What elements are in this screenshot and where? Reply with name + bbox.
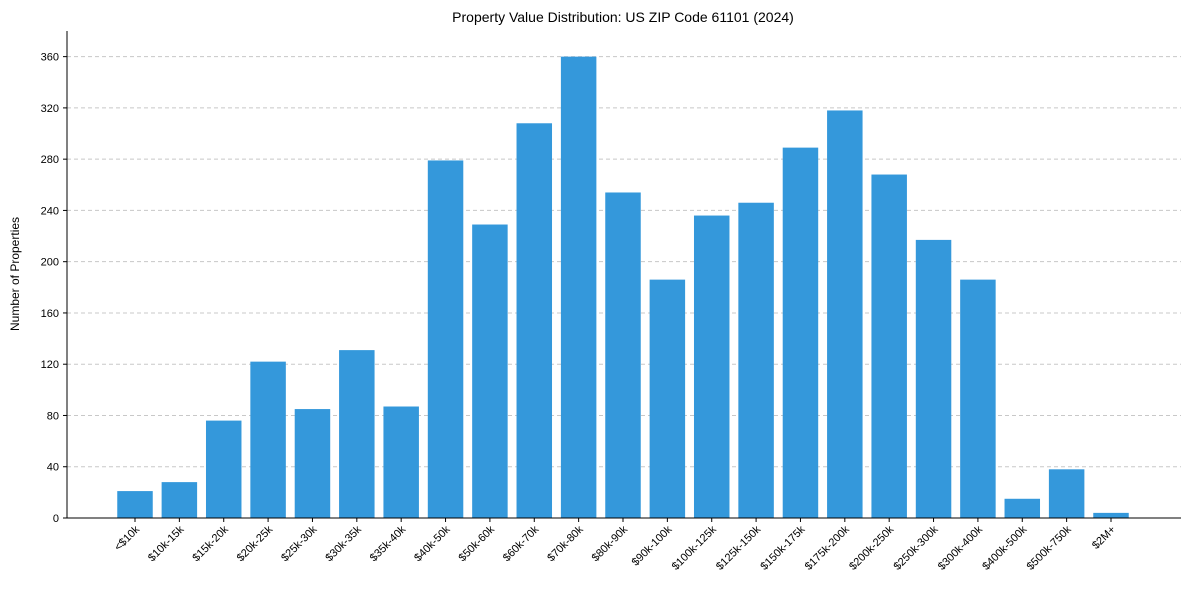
y-tick-label: 0	[53, 513, 59, 525]
y-tick-label: 80	[47, 410, 59, 422]
x-tick-label: $15k-20k	[190, 523, 231, 564]
bar	[649, 279, 686, 518]
x-tick-label: $70k-80k	[545, 523, 586, 564]
x-tick-label: $90k-100k	[630, 523, 675, 568]
bar	[427, 160, 464, 519]
bar	[605, 192, 641, 518]
bar	[294, 409, 331, 518]
bar	[516, 123, 553, 518]
bar	[1093, 512, 1129, 518]
x-tick-label: $60k-70k	[501, 523, 542, 564]
x-tick-label: $150k-175k	[758, 523, 807, 572]
x-tick-label: $10k-15k	[146, 523, 187, 564]
x-tick-label: $175k-200k	[803, 523, 852, 572]
x-tick-label: $300k-400k	[936, 523, 985, 572]
bar	[871, 174, 907, 518]
bar	[339, 350, 375, 518]
y-tick-label: 360	[41, 52, 59, 64]
x-tick-label: $25k-30k	[279, 523, 320, 564]
bar	[383, 406, 419, 518]
bar	[960, 279, 996, 518]
x-tick-label: <$10k	[112, 523, 142, 553]
bar	[205, 420, 242, 518]
x-tick-label: $200k-250k	[847, 523, 896, 572]
bar	[472, 224, 508, 518]
y-tick-label: 200	[41, 257, 59, 269]
y-tick-label: 160	[41, 308, 59, 320]
x-tick-label: $2M+	[1090, 524, 1118, 552]
x-tick-label: $500k-750k	[1025, 523, 1074, 572]
bar	[827, 110, 863, 519]
bar	[915, 239, 952, 518]
bar	[782, 147, 819, 518]
x-tick-label: $400k-500k	[980, 523, 1029, 572]
y-tick-label: 240	[41, 205, 59, 217]
x-tick-label: $20k-25k	[235, 523, 276, 564]
x-tick-label: $250k-300k	[892, 523, 941, 572]
bar	[161, 482, 198, 518]
y-tick-label: 280	[41, 154, 59, 166]
x-tick-label: $40k-50k	[412, 523, 453, 564]
bar	[693, 215, 730, 518]
y-tick-label: 120	[41, 359, 59, 371]
y-tick-label: 40	[47, 462, 59, 474]
bar	[1004, 498, 1041, 518]
x-tick-label: $80k-90k	[590, 523, 631, 564]
y-axis-label: Number of Properties	[8, 217, 22, 331]
chart-title: Property Value Distribution: US ZIP Code…	[452, 9, 794, 25]
x-tick-label: $35k-40k	[368, 523, 409, 564]
bar	[738, 202, 774, 519]
bar-layer	[117, 56, 1129, 519]
x-tick-label: $125k-150k	[714, 523, 763, 572]
x-tick-label: $30k-35k	[323, 523, 364, 564]
x-tick-label: $50k-60k	[457, 523, 498, 564]
bar	[250, 361, 286, 518]
bar	[117, 491, 153, 518]
x-tick-label: $100k-125k	[670, 523, 719, 572]
y-tick-label: 320	[41, 103, 59, 115]
bar	[1048, 469, 1085, 518]
bar	[560, 56, 597, 518]
